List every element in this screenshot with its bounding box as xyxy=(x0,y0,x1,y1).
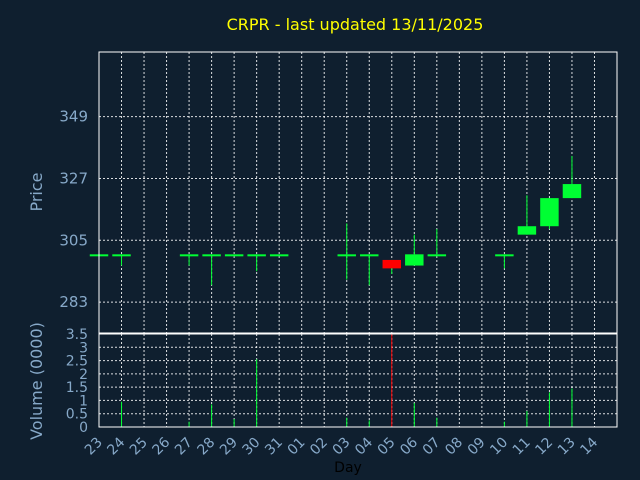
candle-body xyxy=(247,254,266,257)
volume-axis-label: Volume (0000) xyxy=(27,322,46,440)
candle-body xyxy=(269,254,289,257)
candle-body xyxy=(112,254,131,257)
candle-body xyxy=(360,254,379,257)
volume-tick-label: 1 xyxy=(79,393,88,409)
candle-body xyxy=(562,184,582,199)
x-axis-label: Day xyxy=(334,460,362,476)
candle-body xyxy=(382,259,402,269)
volume-tick-label: 3.5 xyxy=(66,327,88,343)
candle-body xyxy=(405,254,424,266)
candle-body xyxy=(495,254,514,257)
volume-tick-label: 2 xyxy=(79,367,88,383)
price-tick-label: 327 xyxy=(59,169,88,187)
price-tick-label: 305 xyxy=(59,231,88,249)
volume-tick-label: 2.5 xyxy=(66,354,88,370)
candle-body xyxy=(179,254,199,257)
price-tick-label: 349 xyxy=(59,108,88,126)
candle-body xyxy=(540,198,559,227)
volume-tick-label: 0.5 xyxy=(66,407,88,423)
candle-body xyxy=(224,254,244,257)
chart-title: CRPR - last updated 13/11/2025 xyxy=(227,15,484,34)
volume-tick-label: 0 xyxy=(79,420,88,436)
price-axis-label: Price xyxy=(27,172,46,211)
price-panel-frame xyxy=(98,51,618,334)
candle-body xyxy=(337,254,356,257)
candle-body xyxy=(427,254,447,257)
volume-panel-frame xyxy=(98,333,618,428)
volume-tick-label: 1.5 xyxy=(66,380,88,396)
price-plot xyxy=(89,155,582,286)
volume-plot xyxy=(121,334,573,427)
candle-body xyxy=(517,226,537,235)
candle-body xyxy=(202,254,221,257)
tick-labels: 2324252627282930310102030405060708091011… xyxy=(59,108,601,459)
price-tick-label: 283 xyxy=(59,293,88,311)
volume-tick-label: 3 xyxy=(79,340,88,356)
